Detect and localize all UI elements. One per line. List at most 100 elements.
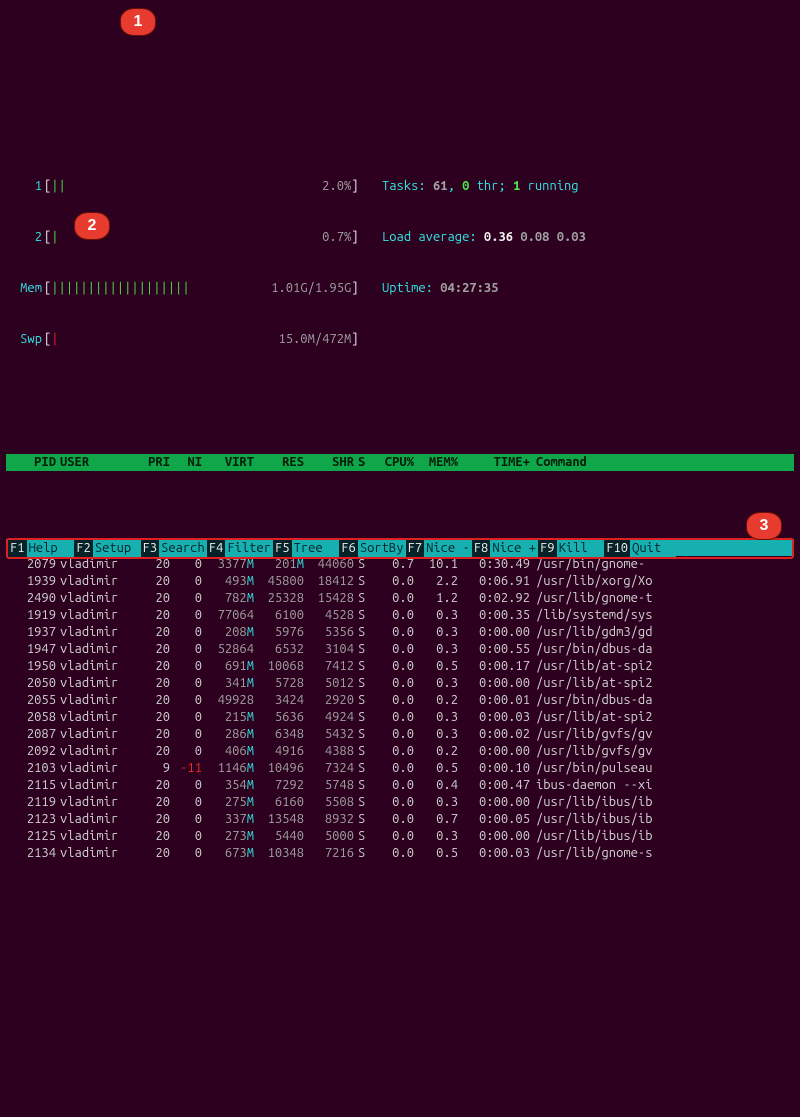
mem: 0.2: [414, 743, 458, 760]
fkey-label-f8[interactable]: Nice +: [490, 540, 538, 557]
fkey-f7[interactable]: F7: [406, 540, 425, 557]
process-row[interactable]: 2123vladimir200337M135488932S0.00.70:00.…: [6, 811, 794, 828]
virt: 691M: [202, 658, 254, 675]
pid: 2092: [8, 743, 56, 760]
user: vladimir: [56, 794, 132, 811]
mem: 2.2: [414, 573, 458, 590]
pri: 20: [132, 641, 170, 658]
time: 0:02.92: [458, 590, 530, 607]
shr: 3104: [304, 641, 354, 658]
cpu: 0.0: [370, 573, 414, 590]
pri: 20: [132, 743, 170, 760]
fkey-f3[interactable]: F3: [141, 540, 160, 557]
process-row[interactable]: 2103vladimir9-111146M104967324S0.00.50:0…: [6, 760, 794, 777]
pri: 20: [132, 845, 170, 862]
process-list[interactable]: 15851vladimir2003258040083392R1.30.20:00…: [6, 539, 794, 862]
fkey-label-f5[interactable]: Tree: [292, 540, 340, 557]
process-row[interactable]: 1919vladimir2007706461004528S0.00.30:00.…: [6, 607, 794, 624]
fkey-f8[interactable]: F8: [472, 540, 491, 557]
process-row[interactable]: 2055vladimir2004992834242920S0.00.20:00.…: [6, 692, 794, 709]
meter-bar: ||: [51, 178, 66, 195]
pid: 2055: [8, 692, 56, 709]
col-cmd[interactable]: Command: [530, 454, 792, 471]
ni: 0: [170, 624, 202, 641]
fkey-f1[interactable]: F1: [8, 540, 27, 557]
column-header[interactable]: PID USER PRI NI VIRT RES SHR S CPU% MEM%…: [6, 454, 794, 471]
col-virt[interactable]: VIRT: [202, 454, 254, 471]
res: 3424: [254, 692, 304, 709]
pri: 20: [132, 658, 170, 675]
fkey-label-f4[interactable]: Filter: [225, 540, 273, 557]
command: /usr/lib/ibus/ib: [530, 811, 792, 828]
mem: 0.3: [414, 794, 458, 811]
meter-value: 15.0M/472M: [59, 331, 352, 348]
time: 0:00.55: [458, 641, 530, 658]
col-mem[interactable]: MEM%: [414, 454, 458, 471]
col-ni[interactable]: NI: [170, 454, 202, 471]
pid: 1950: [8, 658, 56, 675]
mem-meter: Mem [ ||||||||||||||||||| 1.01G/1.95G ]: [6, 280, 364, 297]
process-row[interactable]: 2125vladimir200273M54405000S0.00.30:00.0…: [6, 828, 794, 845]
col-res[interactable]: RES: [254, 454, 304, 471]
fkey-label-f6[interactable]: SortBy: [358, 540, 406, 557]
time: 0:00.03: [458, 845, 530, 862]
fkey-f4[interactable]: F4: [207, 540, 226, 557]
fkey-f9[interactable]: F9: [538, 540, 557, 557]
mem: 1.2: [414, 590, 458, 607]
mem: 0.3: [414, 607, 458, 624]
process-row[interactable]: 1947vladimir2005286465323104S0.00.30:00.…: [6, 641, 794, 658]
fkey-f10[interactable]: F10: [604, 540, 630, 557]
pid: 2087: [8, 726, 56, 743]
col-pri[interactable]: PRI: [132, 454, 170, 471]
mem: 0.5: [414, 845, 458, 862]
process-row[interactable]: 2490vladimir200782M2532815428S0.01.20:02…: [6, 590, 794, 607]
col-shr[interactable]: SHR: [304, 454, 354, 471]
process-row[interactable]: 1950vladimir200691M100687412S0.00.50:00.…: [6, 658, 794, 675]
process-row[interactable]: 2058vladimir200215M56364924S0.00.30:00.0…: [6, 709, 794, 726]
fkey-label-f10[interactable]: Quit: [630, 540, 676, 557]
meters-left: 1 [ || 2.0% ] 2 [ | 0.7% ] Mem [: [6, 144, 364, 382]
process-row[interactable]: 2119vladimir200275M61605508S0.00.30:00.0…: [6, 794, 794, 811]
process-row[interactable]: 1939vladimir200493M4580018412S0.02.20:06…: [6, 573, 794, 590]
process-row[interactable]: 2092vladimir200406M49164388S0.00.20:00.0…: [6, 743, 794, 760]
meter-bar: |: [51, 331, 58, 348]
cpu: 0.0: [370, 675, 414, 692]
command: ibus-daemon --xi: [530, 777, 792, 794]
col-s[interactable]: S: [354, 454, 370, 471]
col-user[interactable]: USER: [56, 454, 132, 471]
load-15: 0.03: [557, 229, 586, 246]
time: 0:00.00: [458, 794, 530, 811]
process-row[interactable]: 2115vladimir200354M72925748S0.00.40:00.4…: [6, 777, 794, 794]
process-row[interactable]: 2087vladimir200286M63485432S0.00.30:00.0…: [6, 726, 794, 743]
res: 10348: [254, 845, 304, 862]
fkey-label-f3[interactable]: Search: [159, 540, 207, 557]
fkey-label-f9[interactable]: Kill: [557, 540, 605, 557]
pri: 20: [132, 709, 170, 726]
col-pid[interactable]: PID: [8, 454, 56, 471]
mem: 0.3: [414, 828, 458, 845]
res: 6100: [254, 607, 304, 624]
shr: 5356: [304, 624, 354, 641]
col-time[interactable]: TIME+: [458, 454, 530, 471]
fkey-label-f7[interactable]: Nice -: [424, 540, 472, 557]
fkey-f6[interactable]: F6: [339, 540, 358, 557]
res: 5440: [254, 828, 304, 845]
fkey-f2[interactable]: F2: [74, 540, 93, 557]
time: 0:00.02: [458, 726, 530, 743]
virt: 208M: [202, 624, 254, 641]
mem: 0.5: [414, 658, 458, 675]
ni: 0: [170, 573, 202, 590]
user: vladimir: [56, 675, 132, 692]
state: S: [354, 760, 370, 777]
fkey-label-f1[interactable]: Help: [27, 540, 75, 557]
user: vladimir: [56, 607, 132, 624]
process-row[interactable]: 2050vladimir200341M57285012S0.00.30:00.0…: [6, 675, 794, 692]
fkey-label-f2[interactable]: Setup: [93, 540, 141, 557]
cpu-meter-1: 1 [ || 2.0% ]: [6, 178, 364, 195]
fkey-f5[interactable]: F5: [273, 540, 292, 557]
process-row[interactable]: 1937vladimir200208M59765356S0.00.30:00.0…: [6, 624, 794, 641]
cpu: 0.0: [370, 641, 414, 658]
col-cpu[interactable]: CPU%: [370, 454, 414, 471]
process-row[interactable]: 2134vladimir200673M103487216S0.00.50:00.…: [6, 845, 794, 862]
virt: 1146M: [202, 760, 254, 777]
